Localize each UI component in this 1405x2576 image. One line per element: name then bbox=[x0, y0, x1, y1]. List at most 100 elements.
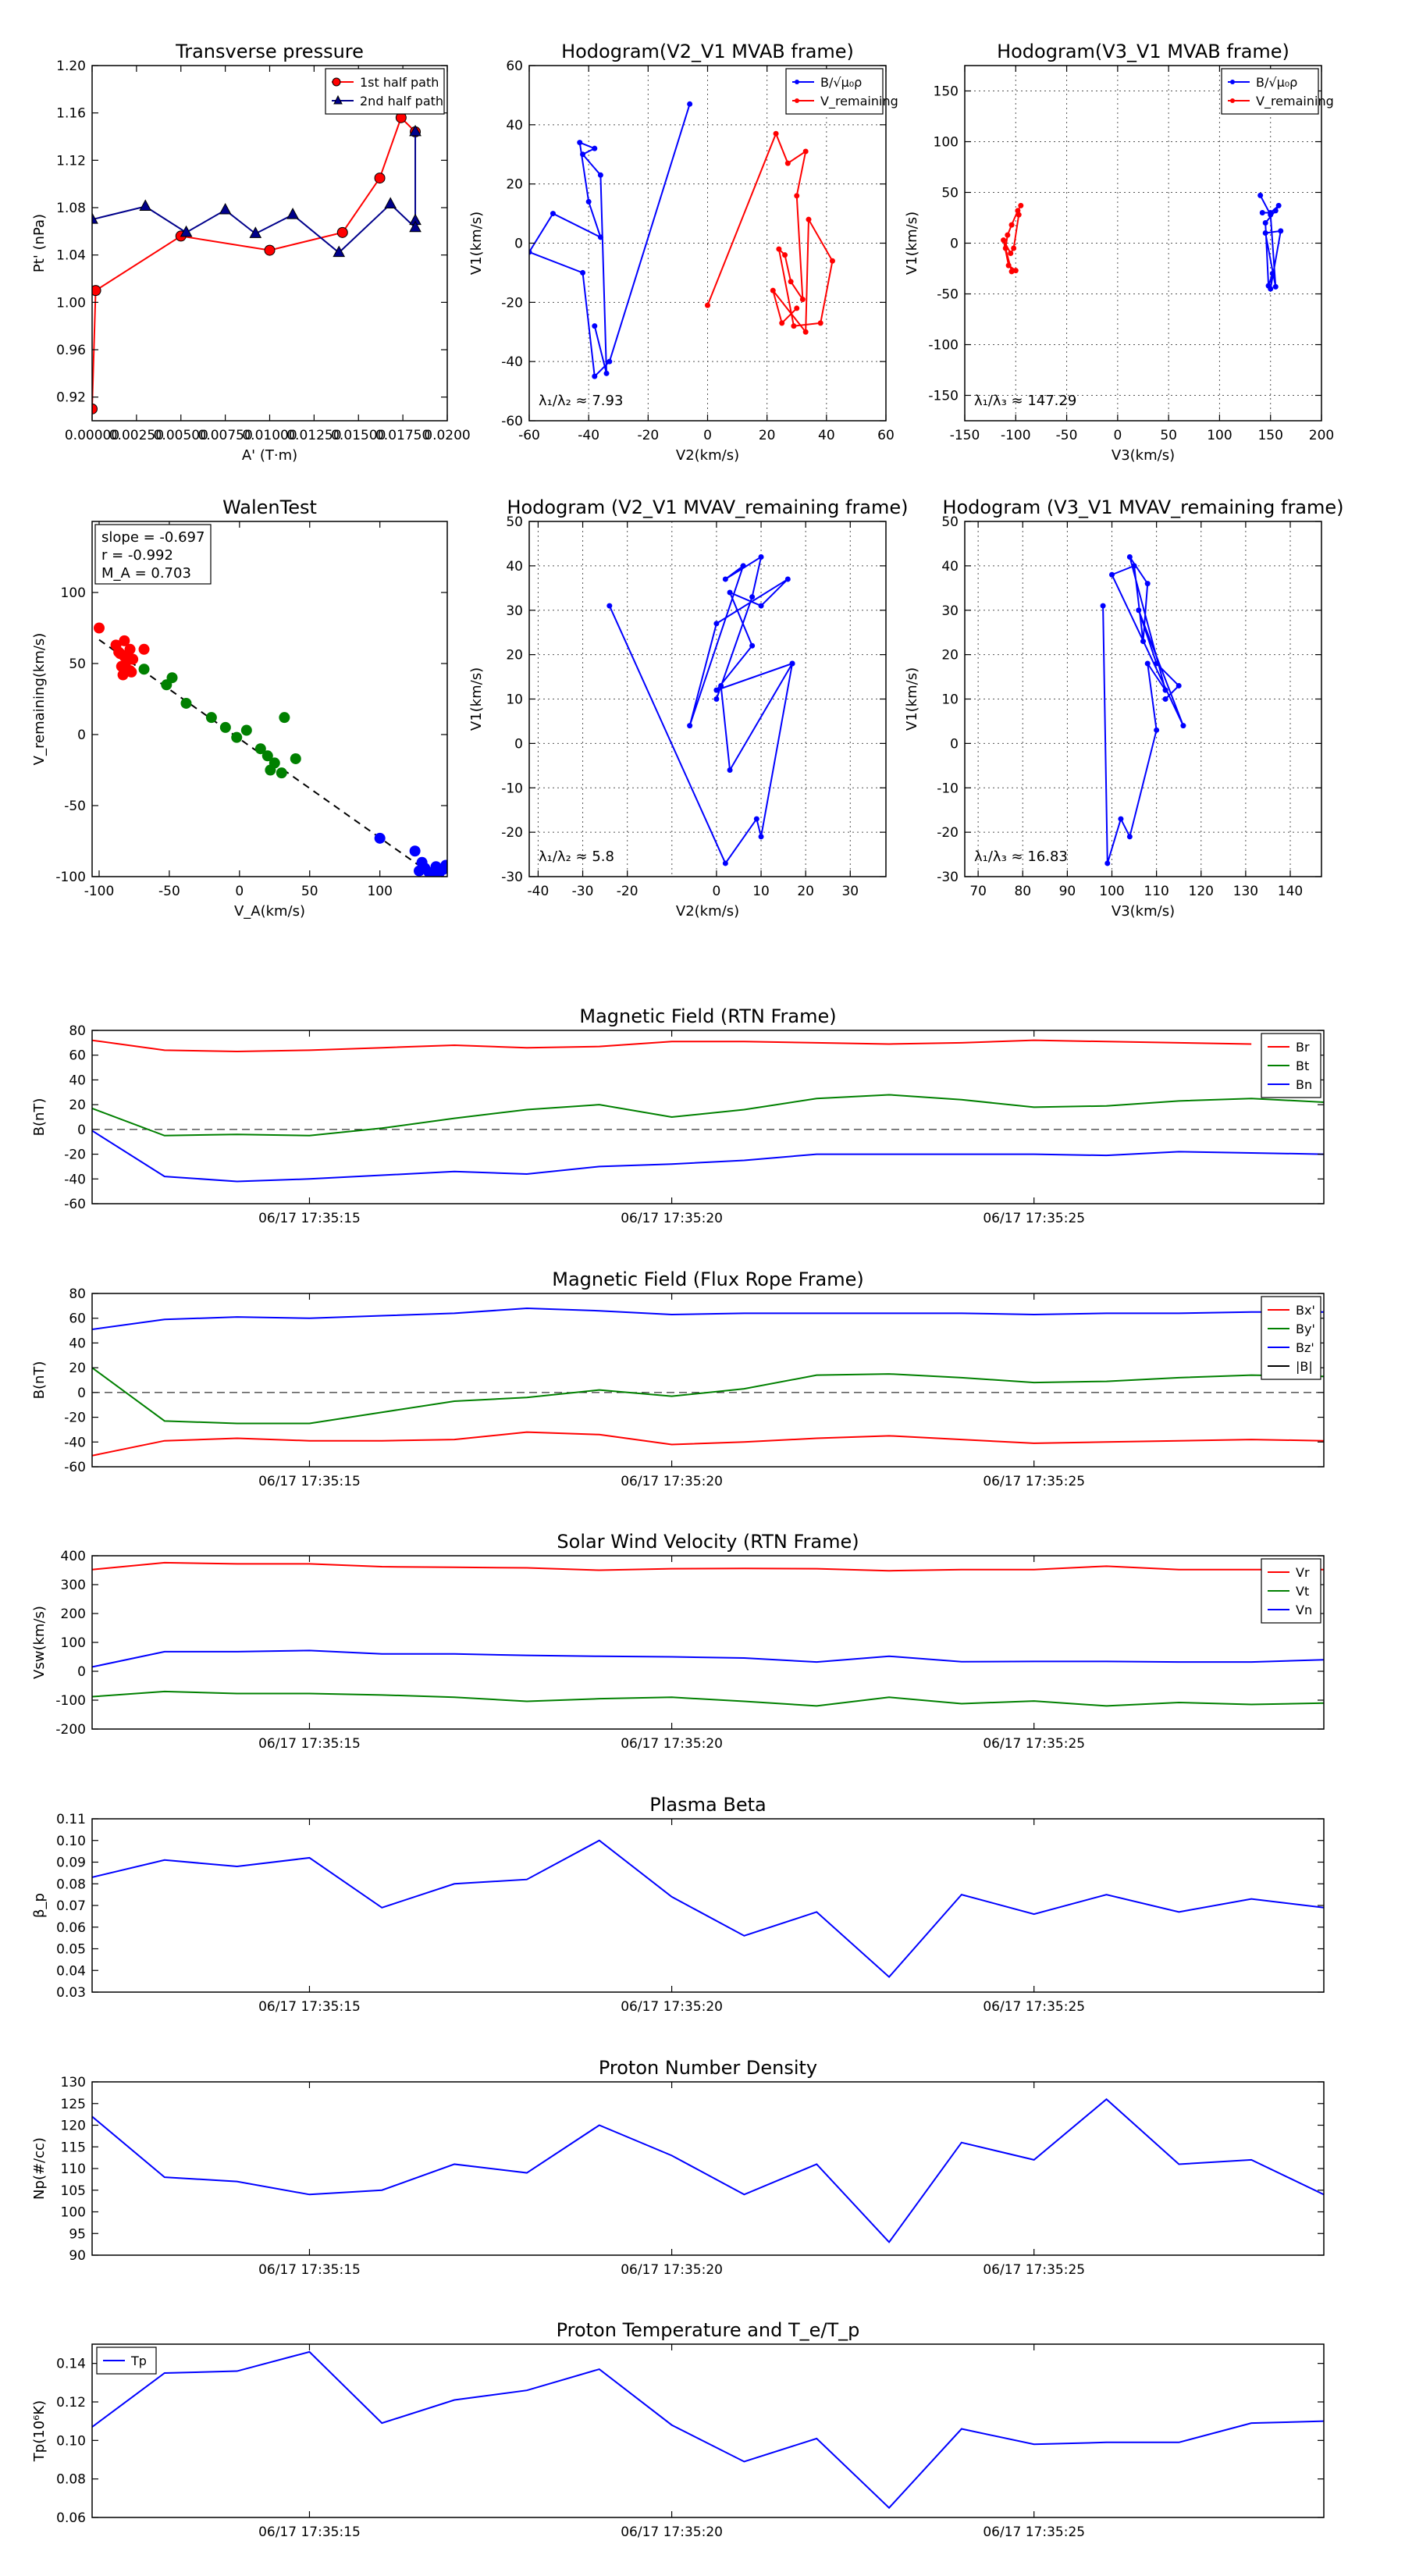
data-point bbox=[580, 151, 586, 158]
x-tick-label: 120 bbox=[1189, 884, 1214, 899]
x-tick-label: 20 bbox=[759, 428, 776, 443]
data-point bbox=[440, 859, 447, 871]
data-point bbox=[1131, 563, 1137, 569]
panel-mag_rtn: Magnetic Field (RTN Frame) 06/17 17:35:15… bbox=[31, 1005, 1325, 1226]
x-tick-label: 06/17 17:35:15 bbox=[258, 2524, 361, 2540]
y-tick-label: -60 bbox=[64, 1460, 86, 1475]
plot-area bbox=[92, 1561, 1324, 1707]
y-tick-label: 40 bbox=[69, 1073, 86, 1088]
data-point bbox=[1005, 232, 1011, 238]
x-tick-label: 140 bbox=[1278, 884, 1303, 899]
y-tick-label: 0 bbox=[77, 1123, 86, 1138]
data-point bbox=[782, 252, 788, 258]
data-point bbox=[1012, 268, 1019, 274]
x-tick-label: 40 bbox=[818, 428, 835, 443]
data-point bbox=[1262, 220, 1268, 226]
y-tick-label: 150 bbox=[934, 84, 959, 100]
x-tick-label: -40 bbox=[578, 428, 599, 443]
y-tick-label: -50 bbox=[64, 799, 86, 814]
data-point bbox=[606, 358, 613, 365]
series-line-1 bbox=[92, 1367, 1324, 1425]
data-point bbox=[1126, 554, 1133, 560]
y-tick-label: 130 bbox=[61, 2075, 86, 2090]
x-tick-label: 50 bbox=[1160, 428, 1177, 443]
x-tick-label: -50 bbox=[158, 884, 180, 899]
legend-marker bbox=[1230, 80, 1235, 84]
data-point bbox=[687, 101, 693, 107]
x-tick-label: 90 bbox=[1059, 884, 1076, 899]
legend-marker bbox=[795, 80, 799, 84]
y-tick-label: 0.08 bbox=[56, 1877, 86, 1892]
data-point bbox=[597, 172, 603, 178]
data-point bbox=[1272, 208, 1279, 214]
y-tick-label: 200 bbox=[61, 1606, 86, 1622]
data-point bbox=[1275, 202, 1282, 208]
data-point bbox=[113, 646, 125, 658]
y-tick-label: 0.08 bbox=[56, 2472, 86, 2488]
legend-label: 2nd half path bbox=[360, 94, 443, 109]
data-point bbox=[1162, 696, 1168, 702]
data-point bbox=[1104, 860, 1111, 866]
chart-title: Proton Temperature and T_e/T_p bbox=[557, 2319, 860, 2341]
axes-frame bbox=[91, 2081, 1325, 2256]
series-line-0 bbox=[92, 1561, 1324, 1572]
legend-label: V_remaining bbox=[1256, 94, 1334, 109]
data-point bbox=[261, 750, 273, 762]
y-tick-label: -20 bbox=[937, 825, 959, 841]
y-tick-label: -40 bbox=[501, 354, 523, 370]
plot-area bbox=[1001, 192, 1284, 292]
data-point bbox=[749, 642, 756, 649]
y-tick-label: 0.05 bbox=[56, 1942, 86, 1958]
series-line-0 bbox=[92, 116, 416, 409]
y-tick-label: 0 bbox=[514, 736, 523, 752]
data-point bbox=[1269, 271, 1275, 276]
x-axis-label: V_A(km/s) bbox=[234, 903, 305, 920]
data-point bbox=[758, 554, 764, 560]
plot-area bbox=[93, 622, 447, 877]
x-tick-label: 06/17 17:35:20 bbox=[621, 1999, 723, 2015]
y-tick-label: 60 bbox=[69, 1311, 86, 1327]
y-tick-label: 60 bbox=[506, 59, 523, 74]
y-tick-label: -10 bbox=[501, 781, 523, 796]
series-line-2 bbox=[92, 1649, 1324, 1668]
x-tick-label: 70 bbox=[969, 884, 987, 899]
y-tick-label: -50 bbox=[937, 287, 959, 303]
data-point bbox=[126, 666, 137, 678]
data-point bbox=[592, 373, 598, 379]
data-point bbox=[138, 643, 150, 655]
series-line-1 bbox=[92, 1690, 1324, 1707]
y-tick-label: 0.03 bbox=[56, 1985, 86, 2001]
y-tick-label: 100 bbox=[61, 585, 86, 601]
data-point bbox=[727, 589, 733, 596]
x-tick-label: 06/17 17:35:20 bbox=[621, 2262, 723, 2278]
plot-area bbox=[92, 1039, 1324, 1183]
legend-label: Bt bbox=[1296, 1059, 1309, 1073]
y-tick-label: 20 bbox=[941, 648, 959, 664]
x-tick-label: 200 bbox=[1309, 428, 1334, 443]
axes-frame bbox=[91, 1818, 1325, 1993]
data-point bbox=[1262, 230, 1268, 236]
x-tick-label: -30 bbox=[572, 884, 594, 899]
y-tick-label: 0.04 bbox=[56, 1963, 86, 1979]
y-tick-label: -40 bbox=[64, 1172, 86, 1187]
stats-line: M_A = 0.703 bbox=[101, 565, 191, 582]
y-tick-label: 0.10 bbox=[56, 1834, 86, 1849]
legend-box bbox=[1221, 68, 1319, 115]
y-tick-label: 10 bbox=[941, 692, 959, 708]
data-point bbox=[592, 323, 598, 329]
legend-label: Vr bbox=[1296, 1565, 1310, 1580]
legend-label: 1st half path bbox=[360, 75, 439, 90]
y-tick-label: 300 bbox=[61, 1578, 86, 1593]
data-point bbox=[265, 764, 276, 776]
x-tick-label: 0.01750 bbox=[375, 428, 430, 443]
y-tick-label: -20 bbox=[64, 1147, 86, 1163]
legend-marker bbox=[795, 98, 799, 103]
data-point bbox=[791, 323, 797, 329]
data-point bbox=[166, 672, 178, 684]
panel-mag_fr: Magnetic Field (Flux Rope Frame) 06/17 17… bbox=[31, 1268, 1325, 1489]
y-axis-label: B(nT) bbox=[31, 1361, 48, 1400]
x-tick-label: -20 bbox=[617, 884, 638, 899]
data-point bbox=[1008, 222, 1015, 228]
data-point bbox=[789, 660, 795, 667]
axes-frame bbox=[91, 521, 448, 877]
